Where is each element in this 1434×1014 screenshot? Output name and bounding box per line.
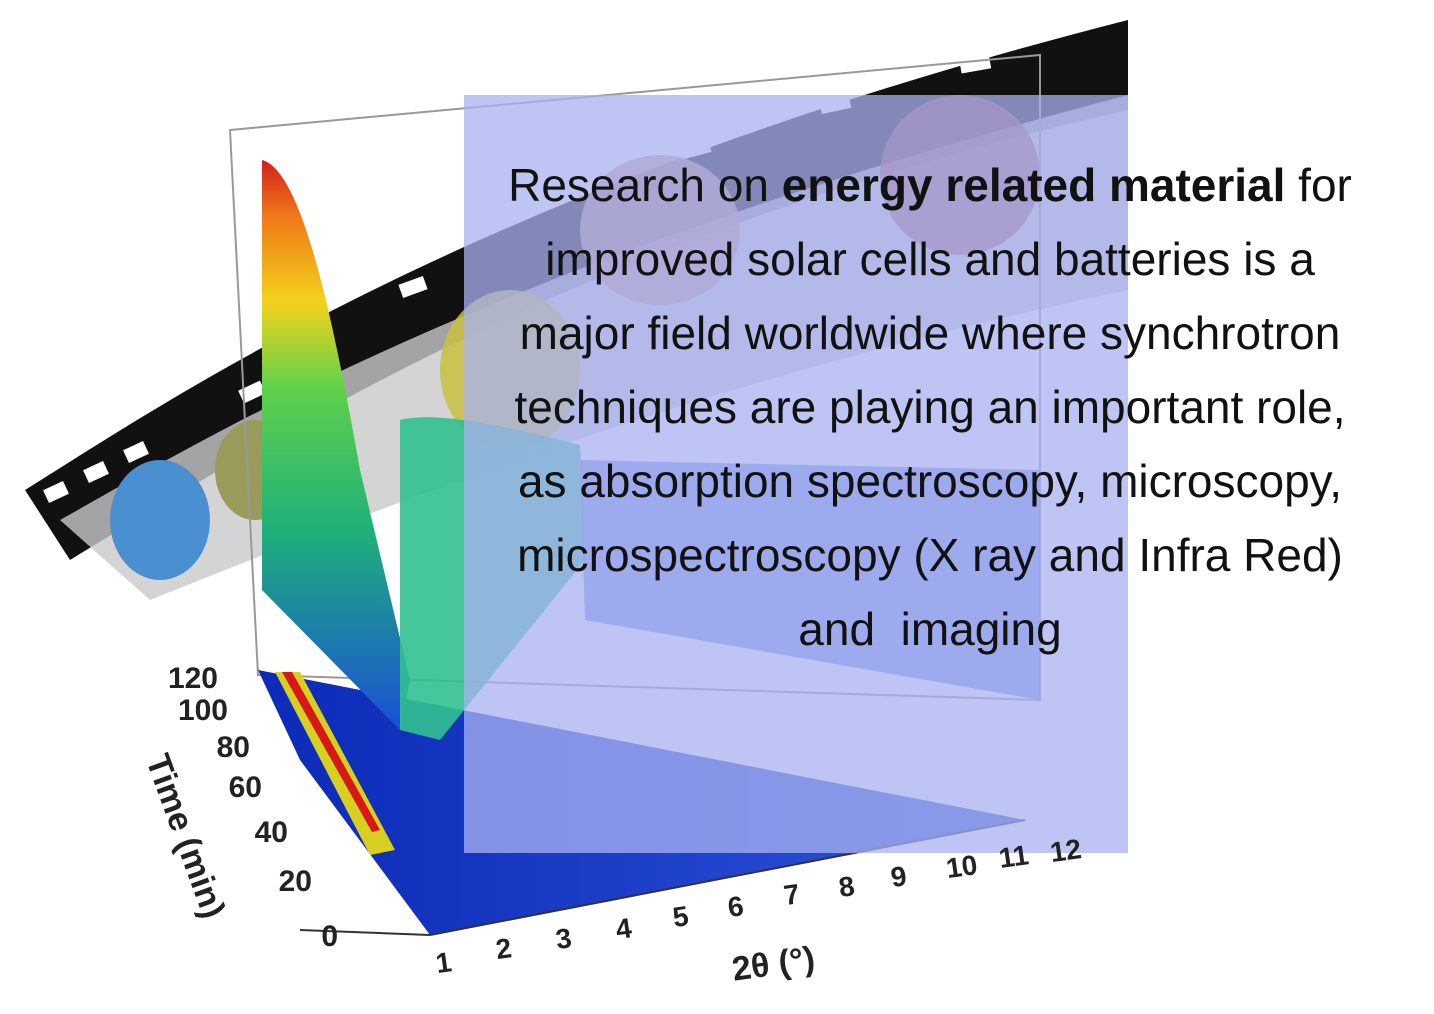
floor-peak: [282, 672, 380, 832]
caption-text: Research on: [508, 159, 782, 211]
y-tick-label: 60: [229, 771, 262, 804]
x-tick-label: 12: [1048, 833, 1083, 868]
x-tick-label: 5: [671, 900, 691, 933]
x-axis-label: 2θ (°): [730, 940, 817, 989]
x-tick-label: 8: [837, 870, 857, 903]
x-tick-label: 9: [889, 860, 909, 893]
y-axis-label: Time (min): [138, 749, 232, 923]
text-overlay: [464, 95, 1128, 853]
caption: Research on energy related material for …: [505, 148, 1355, 666]
caption-text: for improved solar cells and batteries i…: [514, 159, 1365, 655]
x-tick-label: 3: [554, 922, 574, 955]
y-tick-label: 40: [255, 816, 288, 849]
y-tick-label: 20: [279, 865, 312, 898]
x-tick-label: 6: [726, 890, 746, 923]
y-tick-label: 80: [217, 731, 250, 764]
peak-main: [262, 160, 410, 730]
x-tick-label: 4: [614, 912, 634, 945]
x-tick-label: 2: [494, 932, 514, 965]
axis-line: [299, 929, 431, 936]
x-tick-label: 1: [434, 946, 454, 979]
y-tick-label: 100: [178, 694, 228, 727]
x-tick-label: 10: [944, 849, 979, 884]
caption-bold: energy related material: [781, 159, 1286, 211]
y-tick-label: 0: [321, 920, 338, 953]
x-tick-label: 7: [782, 878, 802, 911]
x-tick-label: 11: [997, 839, 1031, 874]
sample-blue: [110, 460, 210, 580]
y-tick-label: 120: [168, 662, 218, 695]
